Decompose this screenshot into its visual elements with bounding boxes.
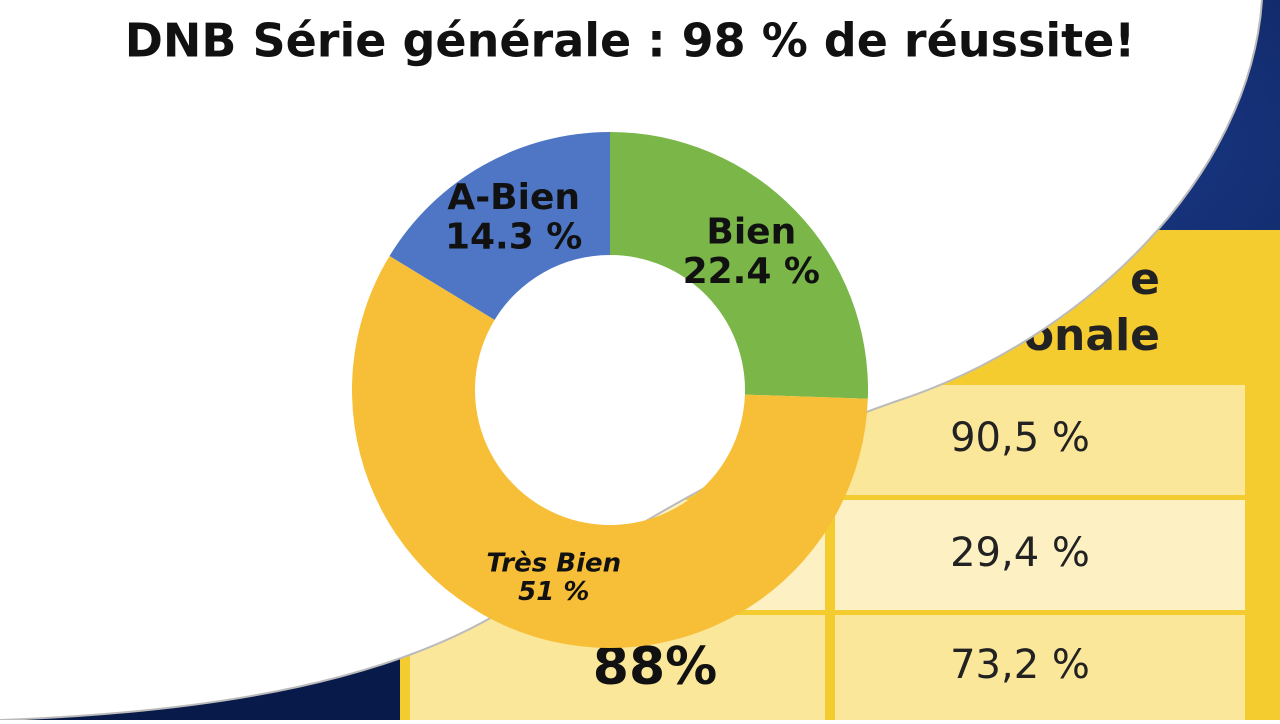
table-cell: 90,5 % [950,415,1090,461]
table-cell: 29,4 % [950,530,1090,576]
table-cell: 73,2 % [950,642,1090,688]
donut-slice [610,132,868,399]
donut-slice [352,255,868,648]
title: DNB Série générale : 98 % de réussite! [125,14,1136,68]
slice-value: 22.4 % [683,251,820,292]
slice-value: 14.3 % [445,217,582,258]
table-header-fragment: e [1130,254,1160,305]
slice-label: Bien [706,212,796,253]
slice-label: Très Bien [486,548,621,578]
donut-slice [389,132,610,320]
slice-label: A-Bien [447,177,580,218]
slice-value: 51 % [518,577,589,607]
